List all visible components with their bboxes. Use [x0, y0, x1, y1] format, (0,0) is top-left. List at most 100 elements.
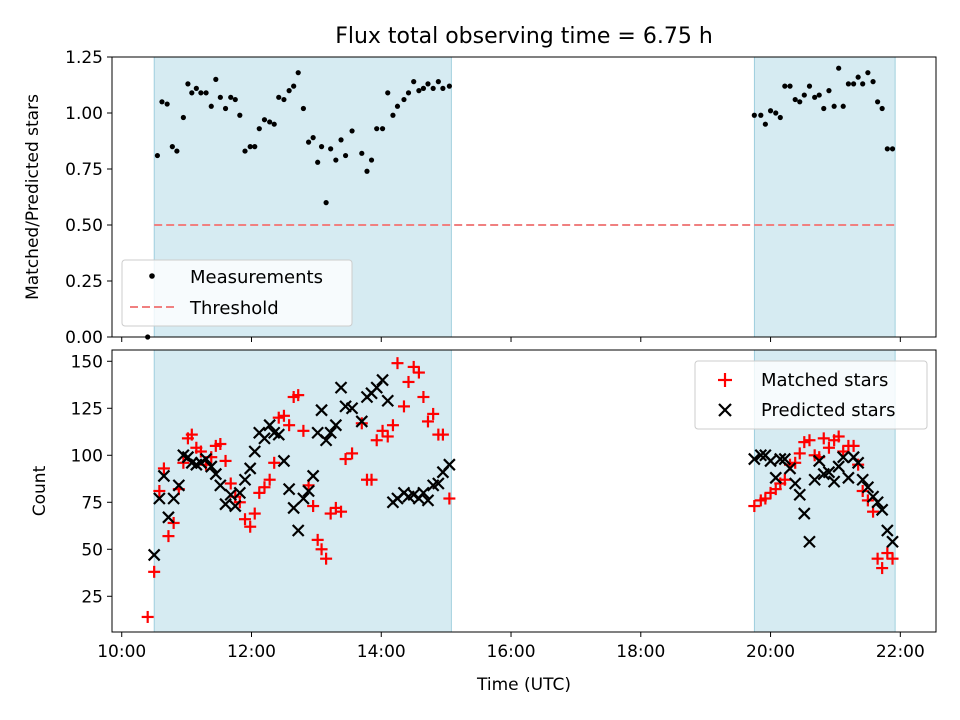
matched-star-point — [185, 428, 198, 441]
measurement-point — [193, 85, 199, 91]
matched-star-point — [370, 434, 383, 447]
predicted-star-point — [297, 492, 310, 505]
predicted-star-point — [157, 469, 171, 483]
measurement-point — [232, 96, 238, 103]
matched-star-point — [832, 430, 845, 443]
matched-star-point — [381, 430, 394, 443]
predicted-star-point — [875, 503, 889, 517]
predicted-star-point — [798, 507, 811, 520]
predicted-star-point — [827, 475, 841, 488]
y-tick-label: 125 — [71, 399, 103, 419]
predicted-star-point — [214, 479, 227, 492]
predicted-star-point — [219, 497, 232, 511]
predicted-star-point — [774, 452, 787, 466]
predicted-star-point — [334, 381, 348, 394]
matched-star-point — [346, 447, 359, 460]
measurement-point — [851, 81, 857, 87]
y-tick-label: 25 — [81, 587, 103, 607]
measurement-point — [342, 152, 349, 159]
predicted-star-point — [836, 450, 850, 464]
matched-star-point — [263, 473, 276, 486]
legend-predicted-marker — [718, 403, 732, 417]
measurement-point — [237, 112, 243, 118]
predicted-star-point — [306, 469, 320, 483]
measurement-points — [145, 65, 896, 340]
matched-star-point — [421, 415, 434, 428]
top-legend: Measurements Threshold — [121, 259, 353, 327]
bottom-y-axis-label: Count — [30, 465, 50, 516]
measurement-point — [203, 90, 209, 96]
x-tick-label: 14:00 — [357, 642, 406, 662]
measurement-point — [865, 70, 871, 76]
predicted-star-point — [238, 473, 252, 486]
predicted-star-point — [376, 373, 389, 387]
measurement-point — [164, 101, 170, 107]
matched-star-point — [837, 445, 850, 458]
predicted-star-point — [302, 484, 315, 498]
bottom-y-axis-ticks: 25 50 75 100 125 150 — [71, 352, 112, 607]
predicted-star-point — [851, 456, 865, 470]
predicted-star-point — [783, 462, 797, 475]
measurement-point — [801, 92, 807, 98]
predicted-star-point — [315, 403, 328, 417]
predicted-star-point — [370, 381, 383, 394]
y-tick-label: 1.25 — [65, 48, 103, 68]
y-tick-label: 0.50 — [65, 216, 103, 236]
matched-star-point — [244, 520, 257, 533]
matched-star-point — [277, 409, 290, 422]
y-tick-label: 50 — [81, 540, 103, 560]
measurement-point — [256, 126, 262, 132]
predicted-star-point — [319, 433, 333, 447]
measurement-point — [840, 103, 846, 109]
measurement-point — [845, 81, 852, 87]
matched-star-point — [239, 513, 252, 526]
predicted-star-point — [793, 488, 807, 502]
bottom-legend: Matched stars Predicted stars — [694, 360, 928, 430]
y-tick-label: 100 — [71, 446, 103, 466]
measurement-point — [154, 152, 161, 159]
legend-matched-label: Matched stars — [761, 370, 888, 391]
measurement-point — [189, 90, 195, 96]
measurement-point — [276, 94, 282, 100]
predicted-star-point — [243, 462, 257, 475]
top-panel: 0.00 0.25 0.50 0.75 1.00 1.25 Flux total obse… — [23, 24, 937, 348]
measurement-point — [310, 135, 316, 141]
matched-star-point — [339, 453, 352, 466]
matched-star-point — [443, 492, 456, 505]
y-tick-label: 0.75 — [65, 160, 103, 180]
measurement-point — [261, 117, 268, 123]
predicted-star-point — [432, 477, 445, 490]
predicted-star-point — [355, 415, 369, 428]
measurement-point — [247, 144, 253, 150]
measurement-point — [420, 85, 427, 91]
matched-star-point — [759, 492, 772, 505]
measurement-point — [295, 70, 301, 76]
measurement-point — [879, 105, 885, 112]
measurement-point — [359, 150, 365, 156]
measurement-point — [208, 103, 214, 109]
predicted-star-point — [345, 402, 359, 415]
measurement-point — [291, 83, 297, 89]
matched-star-point — [778, 473, 791, 486]
matched-star-point — [153, 485, 166, 497]
measurement-point — [440, 85, 446, 91]
predicted-star-point — [204, 460, 218, 473]
predicted-star-point — [287, 501, 300, 515]
predicted-star-point — [153, 492, 166, 505]
measurement-point — [870, 79, 876, 85]
top-y-axis-label: Matched/Predicted stars — [23, 94, 43, 300]
measurement-point — [213, 76, 219, 82]
predicted-star-point — [754, 449, 768, 462]
predicted-star-point — [233, 486, 247, 500]
matched-star-point — [297, 424, 310, 437]
measurement-point — [816, 92, 822, 98]
measurement-point — [349, 128, 355, 134]
predicted-star-point — [199, 452, 213, 466]
measurement-point — [222, 105, 229, 112]
matched-star-point — [248, 507, 261, 520]
predicted-star-point — [769, 471, 783, 485]
measurement-point — [328, 146, 334, 152]
matched-star-point — [803, 434, 816, 447]
top-y-axis-ticks: 0.00 0.25 0.50 0.75 1.00 1.25 — [65, 48, 112, 348]
measurement-point — [217, 94, 223, 100]
